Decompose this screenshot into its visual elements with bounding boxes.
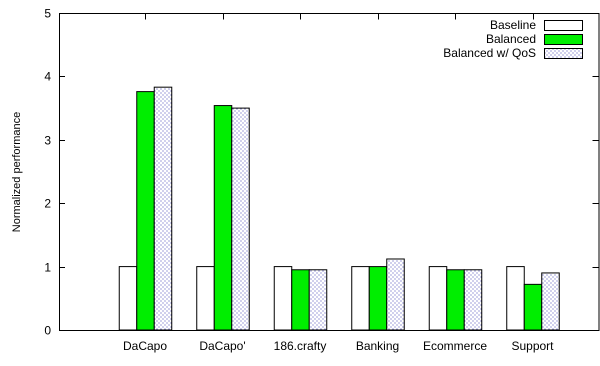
bar-balanced-qos [231,107,250,331]
legend-label: Baseline [490,18,536,32]
bar-balanced [291,269,310,331]
bar-baseline [273,266,293,331]
bar-baseline [506,266,525,331]
legend-swatch [544,48,583,59]
legend-swatch [544,20,583,31]
x-tick-label: DaCapo [123,339,167,353]
y-tick-label: 2 [44,197,51,211]
bar-balanced-qos [308,269,328,331]
bar-balanced-qos [153,86,173,331]
bar-baseline [196,266,215,331]
x-tick-label: Ecommerce [423,339,487,353]
plot-area: 0 1 2 3 4 5 DaCapo DaCapo' 186.crafty Banking Ecom… [44,7,600,353]
y-axis-title: Normalized performance [11,112,23,232]
x-tick-label: DaCapo' [199,339,245,353]
x-tick-label: Banking [356,339,399,353]
y-tick-label: 5 [44,7,51,21]
bar-balanced-qos [386,258,405,331]
bar-balanced [136,91,155,331]
y-tick-label: 0 [44,324,51,338]
bar-balanced-qos [541,272,560,331]
legend-label: Balanced [486,32,536,46]
y-tick-label: 4 [44,70,51,84]
plot-frame [59,13,600,331]
bar-baseline [351,266,370,331]
bar-balanced [446,269,465,331]
bar-balanced [523,283,543,331]
y-tick-label: 1 [44,261,51,275]
legend-swatch [544,34,583,45]
x-tick-label: 186.crafty [274,339,327,353]
bar-baseline [118,266,138,331]
legend-label: Balanced w/ QoS [443,46,536,60]
x-tick-label: Support [511,339,554,353]
y-tick-label: 3 [44,134,51,148]
bar-balanced [368,266,388,331]
bar-balanced [213,105,233,331]
bar-balanced-qos [463,269,483,331]
bar-baseline [428,266,448,331]
